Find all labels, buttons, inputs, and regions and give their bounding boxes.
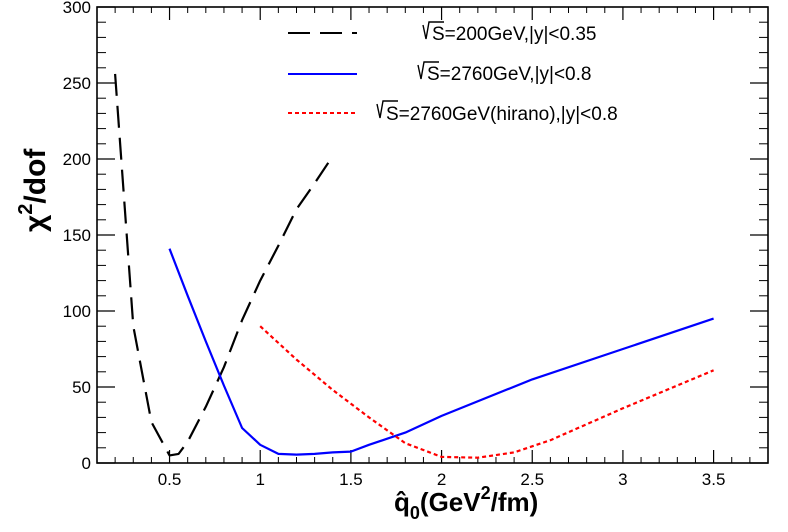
y-tick-label: 50: [72, 378, 91, 397]
y-axis-title: χ2/dof: [15, 148, 52, 232]
y-tick-label: 0: [82, 454, 91, 473]
x-axis-title: q̂0(GeV2/fm): [394, 483, 538, 523]
x-tick-label: 0.5: [158, 470, 182, 489]
legend: S=200GeV,|y|<0.35 S=2760GeV,|y|<0.8 S=27…: [288, 21, 618, 125]
sqrt-icon: [376, 100, 398, 119]
y-axis-title-main: χ: [19, 214, 52, 232]
x-axis-title-sup: 2: [481, 483, 491, 503]
y-tick-label: 300: [63, 0, 91, 17]
y-tick-label: 250: [63, 74, 91, 93]
x-axis-title-sub: 0: [410, 503, 420, 523]
x-tick-label: 1.5: [339, 470, 363, 489]
legend-label-series-3: S=2760GeV(hirano),|y|<0.8: [386, 104, 618, 125]
legend-label-series-1: S=200GeV,|y|<0.35: [432, 24, 596, 45]
y-axis-title-sup: 2: [15, 204, 37, 215]
plot-series: [114, 73, 715, 459]
axis-ticks: [97, 6, 768, 464]
plot-frame: [96, 6, 769, 464]
x-axis-title-main: q̂: [394, 487, 410, 517]
y-axis-title-rest: /dof: [19, 148, 52, 204]
x-axis-title-unit-end: /fm): [491, 487, 539, 517]
sqrt-icon: [422, 21, 444, 40]
axis-tick-labels: 0.5 1 1.5 2 2.5 3 3.5 0 50 100 150 200 250 300: [63, 0, 726, 489]
y-tick-label: 200: [63, 150, 91, 169]
legend-label-series-2: S=2760GeV,|y|<0.8: [427, 64, 591, 85]
series-line-1: [114, 73, 334, 457]
y-tick-label: 100: [63, 302, 91, 321]
series-line-3: [259, 325, 715, 459]
x-tick-label: 2: [437, 470, 446, 489]
series-line-2: [168, 248, 714, 456]
x-tick-label: 3: [618, 470, 627, 489]
sqrt-icon: [417, 61, 439, 80]
x-axis-title-unit: (GeV: [420, 487, 481, 517]
x-tick-label: 3.5: [702, 470, 726, 489]
y-tick-label: 150: [63, 226, 91, 245]
x-tick-label: 2.5: [520, 470, 544, 489]
x-tick-label: 1: [255, 470, 264, 489]
